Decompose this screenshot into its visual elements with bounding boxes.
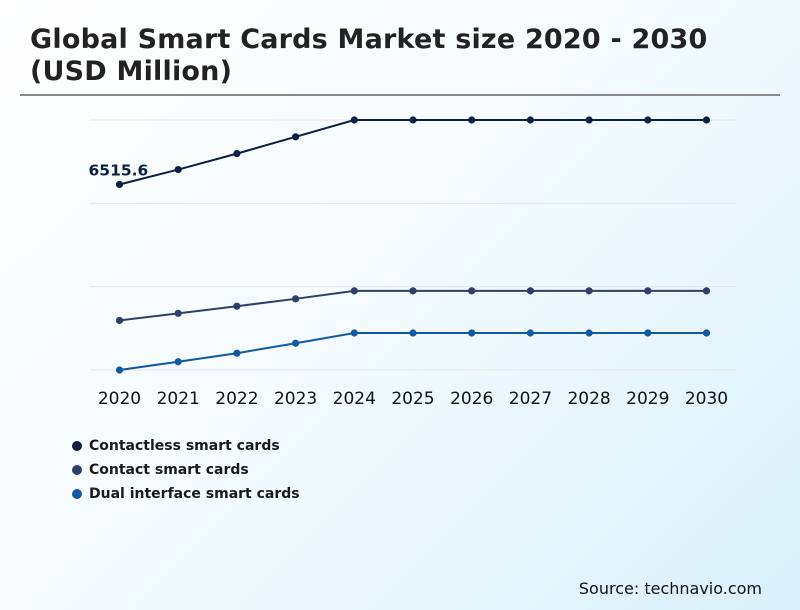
line-chart: 2020 2021 2022 2023 2024 2025 2026 2027 2028 2029… — [89, 116, 736, 409]
data-point — [468, 287, 476, 295]
x-tick-label: 2021 — [157, 389, 200, 409]
data-point — [409, 329, 417, 337]
data-point — [468, 116, 476, 124]
data-point — [644, 116, 652, 124]
legend-marker-contact — [72, 465, 82, 475]
source-credit: Source: technavio.com — [578, 579, 762, 598]
data-label: 6515.6 — [89, 161, 149, 179]
legend-item-dual[interactable]: Dual interface smart cards — [72, 482, 300, 506]
data-point — [115, 366, 124, 374]
data-point — [526, 287, 535, 295]
x-tick-label: 2029 — [626, 389, 669, 409]
series-line-1 — [119, 289, 707, 322]
data-point — [292, 295, 300, 303]
data-point — [409, 287, 417, 295]
data-point — [350, 116, 358, 124]
title-divider — [20, 94, 780, 96]
legend-item-contactless[interactable]: Contactless smart cards — [72, 434, 300, 458]
data-point — [585, 329, 593, 337]
data-point — [174, 358, 182, 366]
legend-marker-dual — [72, 489, 82, 499]
chart-title: Global Smart Cards Market size 2020 - 20… — [30, 24, 708, 87]
legend-label-contact: Contact smart cards — [89, 462, 249, 478]
legend-label-contactless: Contactless smart cards — [89, 438, 280, 454]
data-point — [233, 149, 241, 158]
data-point — [233, 349, 241, 357]
x-tick-label: 2027 — [509, 389, 552, 409]
x-tick-label: 2026 — [450, 389, 493, 409]
legend-item-contact[interactable]: Contact smart cards — [72, 458, 300, 482]
data-point — [115, 316, 124, 325]
x-tick-label: 2028 — [567, 389, 610, 409]
legend-label-dual: Dual interface smart cards — [89, 486, 300, 502]
data-point — [644, 287, 652, 295]
data-point — [585, 287, 593, 295]
data-point — [115, 180, 124, 189]
x-tick-label: 2022 — [215, 389, 258, 409]
data-point — [350, 329, 358, 337]
data-point — [409, 116, 417, 124]
data-point — [526, 116, 535, 124]
x-tick-label: 2030 — [685, 389, 728, 409]
data-point — [174, 309, 182, 317]
data-point — [292, 339, 300, 347]
data-point — [350, 287, 358, 295]
data-point — [174, 165, 182, 174]
x-tick-label: 2025 — [391, 389, 434, 409]
data-point — [644, 329, 652, 337]
data-point — [468, 329, 476, 337]
series-line-0 — [119, 119, 707, 186]
x-tick-label: 2020 — [98, 389, 141, 409]
legend: Contactless smart cards Contact smart ca… — [72, 434, 300, 506]
data-point — [702, 329, 711, 337]
x-tick-label: 2024 — [333, 389, 376, 409]
data-point — [526, 329, 535, 337]
legend-marker-contactless — [72, 441, 82, 451]
data-point — [233, 302, 241, 310]
x-tick-label: 2023 — [274, 389, 317, 409]
data-point — [292, 133, 300, 141]
data-point — [702, 287, 711, 295]
data-point — [585, 116, 593, 124]
data-point — [702, 116, 711, 124]
series-line-2 — [119, 331, 707, 371]
